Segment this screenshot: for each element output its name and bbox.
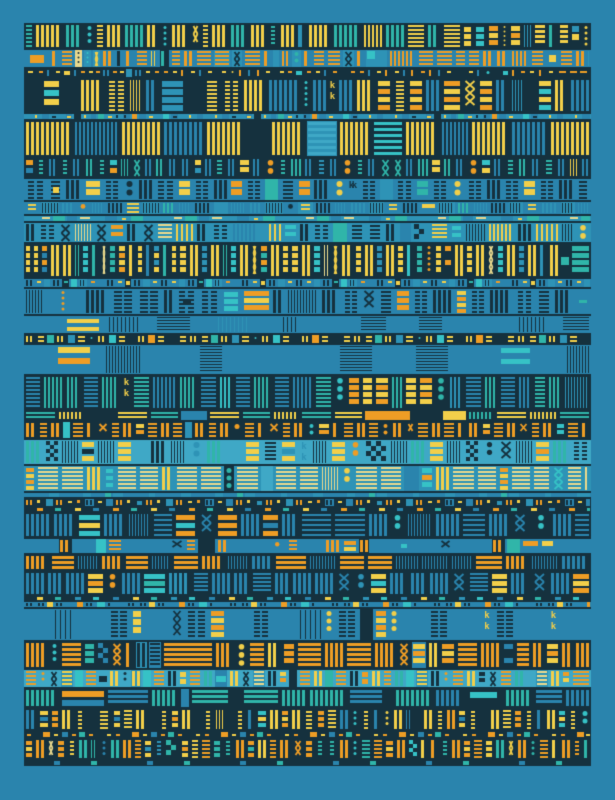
generative-art-canvas — [0, 0, 615, 800]
artwork-figure: Generative striped-quilt artwork — [0, 0, 615, 800]
